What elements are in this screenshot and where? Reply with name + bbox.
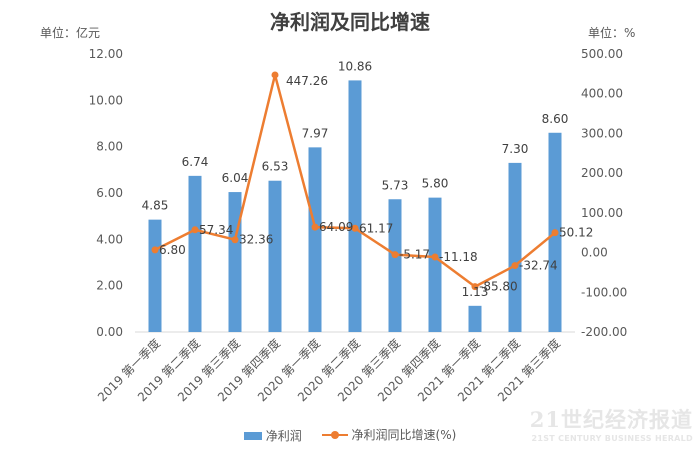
left-axis-unit: 单位：亿元 [40,26,101,40]
y-right-tick-label: 500.00 [581,47,623,61]
legend-item-line: 净利润同比增速(%) [321,426,457,443]
legend-item-bar: 净利润 [243,427,302,444]
line-value-label: 32.36 [239,233,273,247]
y-right-tick-label: 100.00 [581,206,623,220]
bar-value-label: 1.13 [462,285,489,299]
line-value-label: -5.17 [399,248,430,262]
legend-line-swatch [321,430,348,440]
y-left-tick-label: 10.00 [89,93,123,107]
legend-bar-label: 净利润 [265,429,302,443]
y-left-tick-label: 12.00 [89,47,123,61]
right-axis-unit: 单位：% [588,26,636,40]
y-left-tick-label: 8.00 [96,140,123,154]
line-value-label: 64.09 [319,220,353,234]
y-right-tick-label: 400.00 [581,87,623,101]
y-left-tick-label: 2.00 [96,279,123,293]
chart-title: 净利润及同比增速 [270,10,430,34]
bar-2 [188,175,202,332]
line-value-label: -11.18 [439,250,478,264]
y-left-tick-label: 6.00 [96,186,123,200]
bar-value-label: 8.60 [542,112,569,126]
legend-bar-swatch [243,431,262,440]
growth-point-11 [551,229,559,237]
y-right-tick-label: 300.00 [581,126,623,140]
y-right-tick-label: -100.00 [581,285,627,299]
growth-point-7 [391,251,399,259]
bar-9 [468,305,482,332]
bar-7 [388,199,402,332]
bar-5 [308,147,322,332]
bar-10 [508,162,522,332]
bar-6 [348,80,362,332]
bar-4 [268,180,282,332]
legend: 净利润 净利润同比增速(%) [0,426,700,444]
bar-value-label: 6.53 [262,160,289,174]
growth-point-2 [191,226,199,234]
growth-point-4 [271,71,279,79]
growth-point-10 [511,262,519,270]
bar-3 [228,192,242,332]
y-left-tick-label: 4.00 [96,232,123,246]
y-right-tick-label: 0.00 [581,246,608,260]
line-value-label: 61.17 [359,221,393,235]
watermark-logo: 21世纪经济报道 21ST CENTURY BUSINESS HERALD [503,404,693,443]
y-left-tick-label: 0.00 [96,325,123,339]
growth-point-8 [431,253,439,261]
bar-8 [428,197,442,332]
bar-value-label: 6.04 [222,171,249,185]
line-value-label: 447.26 [286,74,328,88]
watermark-main: 21世纪经济报道 [529,407,693,432]
y-right-tick-label: 200.00 [581,166,623,180]
bar-value-label: 5.80 [422,177,449,191]
growth-point-6 [351,224,359,232]
line-value-label: -32.74 [519,259,558,273]
growth-point-9 [471,283,479,291]
bar-1 [148,219,162,332]
y-right-tick-label: -200.00 [581,325,627,339]
legend-line-label: 净利润同比增速(%) [351,428,457,442]
bar-value-label: 10.86 [338,59,372,73]
line-value-label: 50.12 [559,226,593,240]
bar-value-label: 6.74 [182,155,209,169]
bar-value-label: 7.30 [502,142,529,156]
growth-point-5 [311,223,319,231]
line-value-label: 6.80 [159,243,186,257]
watermark-sub: 21ST CENTURY BUSINESS HERALD [531,434,693,443]
growth-point-1 [151,246,159,254]
line-value-label: 57.34 [199,223,233,237]
growth-point-3 [231,236,239,244]
bar-value-label: 7.97 [302,126,329,140]
bar-value-label: 4.85 [142,199,169,213]
line-value-label: -85.80 [479,280,518,294]
bar-value-label: 5.73 [382,178,409,192]
